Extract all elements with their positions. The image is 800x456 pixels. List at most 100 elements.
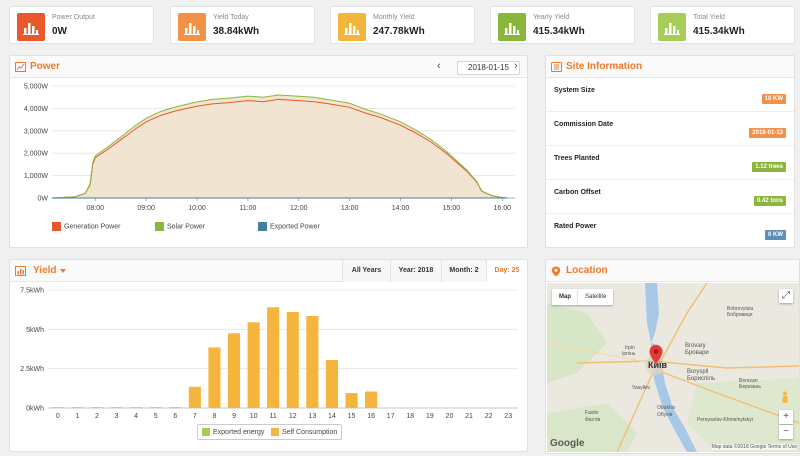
legend-exported-energy[interactable]: Exported energy bbox=[202, 428, 264, 436]
stat-value: 415.34kWh bbox=[533, 26, 585, 37]
x-tick-label: 12:00 bbox=[290, 205, 308, 212]
y-tick-label: 0kWh bbox=[26, 406, 44, 413]
x-tick-label: 6 bbox=[173, 413, 177, 420]
stat-label: Yearly Yield bbox=[533, 14, 570, 21]
location-header: Location bbox=[546, 260, 799, 282]
prev-date-button[interactable]: ‹ bbox=[437, 60, 441, 72]
stat-card-monthly-yield: Monthly Yield 247.78kWh bbox=[330, 6, 475, 44]
x-tick-label: 21 bbox=[465, 413, 473, 420]
tab-year[interactable]: Year: 2018 bbox=[390, 260, 441, 282]
bar-self-consumption[interactable] bbox=[325, 360, 338, 408]
legend-solar-power[interactable]: Solar Power bbox=[155, 222, 205, 231]
x-tick-label: 13 bbox=[308, 413, 316, 420]
next-date-button[interactable]: › bbox=[514, 60, 518, 72]
power-chart: 0W 1,000W 2,000W 3,000W 4,000W 5,000W 08:00 09:… bbox=[24, 84, 515, 212]
place-fastiv-ua: Фастів bbox=[585, 417, 601, 423]
site-row-badge: 10 KW bbox=[761, 94, 786, 104]
place-irpin: Irpin bbox=[625, 345, 635, 351]
series-line-generation-power bbox=[51, 98, 508, 199]
x-tick-label: 10:00 bbox=[188, 205, 206, 212]
legend-self-consumption[interactable]: Self Consumption bbox=[271, 428, 337, 436]
map-type-satellite-button[interactable]: Satellite bbox=[578, 289, 614, 305]
bar-self-consumption[interactable] bbox=[188, 386, 201, 408]
stat-card-yearly-yield: Yearly Yield 415.34kWh bbox=[490, 6, 635, 44]
site-row-carbon-offset: Carbon Offset 0.42 tons bbox=[546, 180, 794, 214]
site-row-key: Trees Planted bbox=[554, 155, 600, 162]
legend-exported-power[interactable]: Exported Power bbox=[258, 222, 320, 231]
place-fastiv: Fastiv bbox=[585, 410, 599, 416]
y-tick-label: 4,000W bbox=[24, 106, 49, 113]
map-attribution[interactable]: Map data ©2018 Google Terms of Use bbox=[711, 444, 797, 450]
location-panel: Location Map Satellite ⤢ Irpin Ірпінь Br… bbox=[545, 259, 800, 454]
site-row-badge: 1.12 trees bbox=[752, 162, 786, 172]
x-tick-label: 19 bbox=[426, 413, 434, 420]
fullscreen-icon[interactable]: ⤢ bbox=[779, 289, 793, 303]
stat-icon-bg bbox=[178, 13, 206, 41]
x-tick-label: 15 bbox=[348, 413, 356, 420]
map-view[interactable]: Map Satellite ⤢ Irpin Ірпінь Brovary Бро… bbox=[547, 283, 799, 452]
street-view-icon[interactable] bbox=[780, 391, 790, 405]
legend-exported-label: Exported Power bbox=[270, 223, 320, 231]
x-tick-label: 0 bbox=[56, 413, 60, 420]
bar-chart-icon bbox=[664, 23, 680, 35]
bar-self-consumption[interactable] bbox=[345, 393, 358, 408]
yield-title[interactable]: Yield bbox=[33, 265, 57, 276]
y-tick-label: 2.5kWh bbox=[20, 366, 44, 373]
bar-self-consumption[interactable] bbox=[286, 312, 299, 408]
y-tick-label: 2,000W bbox=[24, 151, 49, 158]
tab-month[interactable]: Month: 2 bbox=[441, 260, 486, 282]
stat-label: Power Output bbox=[52, 14, 95, 21]
x-tick-label: 12 bbox=[289, 413, 297, 420]
zoom-in-button[interactable]: + bbox=[779, 410, 793, 424]
location-title: Location bbox=[566, 265, 608, 276]
x-tick-label: 20 bbox=[446, 413, 454, 420]
zoom-out-button[interactable]: − bbox=[779, 425, 793, 439]
bar-self-consumption[interactable] bbox=[306, 316, 319, 408]
site-row-key: Carbon Offset bbox=[554, 189, 601, 196]
caret-down-icon[interactable] bbox=[60, 269, 66, 273]
date-picker[interactable]: 2018-01-15 bbox=[457, 61, 520, 75]
exported-swatch bbox=[258, 222, 267, 231]
stat-label: Yield Today bbox=[213, 14, 249, 21]
place-boryspil: Boryspil bbox=[687, 369, 709, 375]
map-marker-icon[interactable] bbox=[649, 345, 663, 365]
stat-value: 415.34kWh bbox=[693, 26, 745, 37]
x-tick-label: 16 bbox=[367, 413, 375, 420]
x-tick-label: 09:00 bbox=[137, 205, 155, 212]
stat-icon-bg bbox=[498, 13, 526, 41]
map-type-map-button[interactable]: Map bbox=[552, 289, 578, 305]
site-row-badge: 0.42 tons bbox=[753, 196, 786, 206]
place-obukhiv-ua: Обухів bbox=[657, 412, 673, 418]
legend-solar-label: Solar Power bbox=[167, 223, 206, 231]
bar-self-consumption[interactable] bbox=[247, 322, 260, 408]
x-tick-label: 8 bbox=[213, 413, 217, 420]
place-brovary-ua: Бровари bbox=[685, 350, 709, 356]
info-icon bbox=[551, 62, 562, 72]
stat-value: 38.84kWh bbox=[213, 26, 260, 37]
site-row-rated-power: Rated Power 0 KW bbox=[546, 214, 794, 248]
x-tick-label: 11 bbox=[270, 413, 277, 420]
tab-all-years[interactable]: All Years bbox=[342, 260, 390, 282]
place-berezan-ua: Березань bbox=[739, 384, 761, 390]
bar-self-consumption[interactable] bbox=[228, 333, 241, 408]
x-tick-label: 15:00 bbox=[443, 205, 461, 212]
site-row-key: Commission Date bbox=[554, 121, 614, 128]
x-tick-label: 9 bbox=[232, 413, 236, 420]
yield-header: Yield All Years Year: 2018 Month: 2 Day:… bbox=[10, 260, 527, 282]
yield-legend: Exported energy Self Consumption bbox=[197, 424, 342, 440]
legend-generation-power[interactable]: Generation Power bbox=[52, 222, 120, 231]
x-tick-label: 23 bbox=[504, 413, 512, 420]
bar-self-consumption[interactable] bbox=[208, 347, 221, 408]
place-bobrovytsia-ua: Бобровиця bbox=[727, 312, 753, 318]
stat-card-power-output: Power Output 0W bbox=[9, 6, 154, 44]
bar-self-consumption[interactable] bbox=[267, 307, 280, 408]
place-kyiv: Київ bbox=[648, 360, 668, 370]
bar-chart-icon bbox=[15, 266, 26, 276]
site-row-key: Rated Power bbox=[554, 223, 597, 230]
site-info-panel: Site Information System Size 10 KW Commiss… bbox=[545, 55, 795, 248]
bar-self-consumption[interactable] bbox=[365, 391, 378, 409]
google-logo: Google bbox=[550, 438, 585, 449]
tab-day[interactable]: Day: 25 bbox=[486, 260, 527, 282]
stat-card-yield-today: Yield Today 38.84kWh bbox=[170, 6, 315, 44]
